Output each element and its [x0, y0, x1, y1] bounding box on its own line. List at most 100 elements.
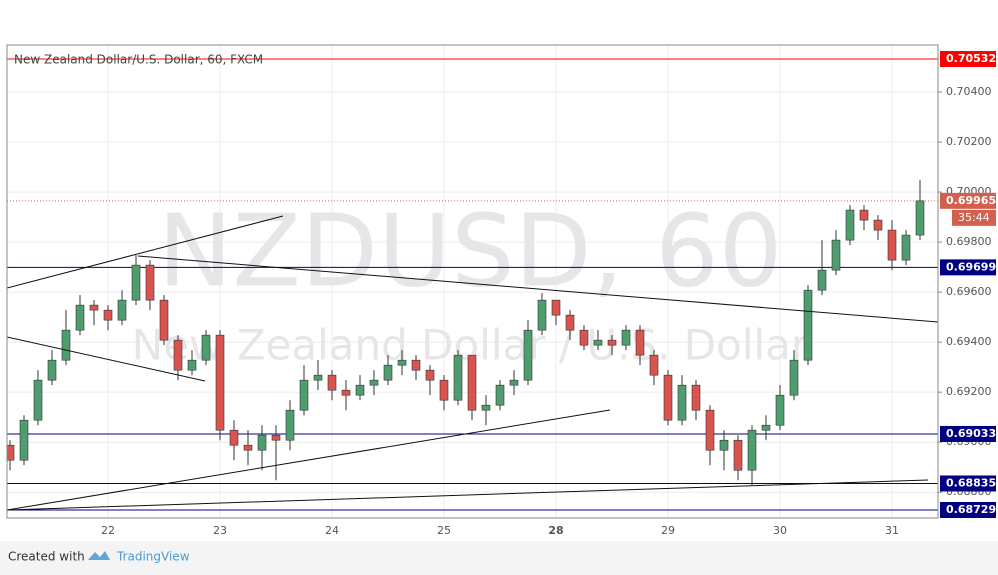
candle-body — [845, 209, 855, 241]
candle-body — [313, 374, 323, 381]
candle-body — [481, 404, 491, 411]
candle-body — [397, 359, 407, 366]
levels — [7, 58, 938, 511]
footer-prefix: Created with — [8, 550, 85, 564]
candle-body — [831, 239, 841, 271]
candle-body — [453, 354, 463, 401]
y-tick-label: 0.70400 — [946, 85, 992, 98]
x-tick-label: 31 — [885, 524, 899, 537]
candle-body — [229, 429, 239, 446]
candle-body — [61, 329, 71, 361]
x-tick-label: 29 — [661, 524, 675, 537]
x-tick-label: 24 — [325, 524, 339, 537]
price-label-box — [940, 192, 996, 209]
candle-body — [901, 234, 911, 261]
candle-body — [103, 309, 113, 321]
price-label: 0.69965 — [946, 194, 996, 207]
candle-body — [789, 359, 799, 396]
candle-body — [285, 409, 295, 441]
price-label-box — [940, 51, 996, 68]
candle-body — [495, 384, 505, 406]
trend-line — [7, 336, 206, 382]
chart-title: New Zealand Dollar/U.S. Dollar, 60, FXCM — [14, 53, 263, 67]
candle-body — [761, 424, 771, 431]
candle-body — [215, 334, 225, 431]
price-label-box — [940, 425, 996, 442]
candle-body — [747, 429, 757, 471]
candle-body — [551, 299, 561, 316]
candle-body — [565, 314, 575, 331]
candle-body — [341, 389, 351, 396]
trend-line — [7, 215, 284, 289]
candle-body — [187, 359, 197, 371]
candle-body — [677, 384, 687, 421]
candle-body — [621, 329, 631, 346]
candle-body — [467, 354, 477, 411]
candle-body — [439, 379, 449, 401]
footer-brand[interactable]: TradingView — [116, 550, 190, 564]
candle-body — [859, 209, 869, 221]
y-tick-label: 0.69600 — [946, 285, 992, 298]
candle-body — [593, 339, 603, 346]
candle-body — [719, 439, 729, 451]
x-tick-label: 30 — [773, 524, 787, 537]
y-tick-label: 0.70200 — [946, 135, 992, 148]
y-tick-label: 0.69800 — [946, 235, 992, 248]
candle-body — [579, 329, 589, 346]
y-tick-label: 0.69200 — [946, 385, 992, 398]
watermark: NZDUSD, 60 — [158, 192, 783, 309]
candle-body — [89, 304, 99, 311]
candle-body — [425, 369, 435, 381]
x-tick-label: 22 — [101, 524, 115, 537]
candle-body — [537, 299, 547, 331]
price-label: 0.68835 — [946, 476, 996, 489]
grid — [7, 45, 938, 518]
x-tick-label: 28 — [548, 524, 563, 537]
price-label: 0.69699 — [946, 260, 996, 273]
candle-body — [775, 394, 785, 426]
trend-lines — [7, 215, 938, 511]
candle-body — [383, 364, 393, 381]
candle-body — [369, 379, 379, 386]
price-label: 0.69033 — [946, 427, 996, 440]
candle-body — [355, 384, 365, 396]
candle-body — [411, 359, 421, 371]
candle-body — [327, 374, 337, 391]
price-label: 0.68729 — [946, 503, 996, 516]
candle-body — [873, 219, 883, 231]
candle-body — [173, 339, 183, 371]
candle-body — [691, 384, 701, 411]
x-tick-label: 23 — [213, 524, 227, 537]
candle-body — [201, 334, 211, 361]
candle-body — [635, 329, 645, 356]
candle-body — [47, 359, 57, 381]
price-label-box — [940, 259, 996, 276]
candle-body — [271, 434, 281, 441]
candle-body — [915, 200, 925, 236]
tradingview-logo — [88, 551, 110, 560]
candle-body — [509, 379, 519, 386]
candle-body — [803, 289, 813, 361]
candle-body — [299, 379, 309, 411]
candle-body — [663, 374, 673, 421]
candle-body — [705, 409, 715, 451]
countdown-box — [952, 209, 996, 226]
y-tick-label: 0.69400 — [946, 335, 992, 348]
price-label-box — [940, 501, 996, 518]
candle-body — [887, 229, 897, 261]
trend-line — [137, 255, 938, 323]
candle-body — [19, 419, 29, 461]
candle-body — [243, 444, 253, 451]
trend-line — [7, 479, 929, 511]
candle-body — [7, 444, 15, 461]
footer-bar — [0, 541, 998, 575]
candle-body — [145, 264, 155, 301]
candles — [7, 180, 925, 486]
countdown: 35:44 — [958, 211, 990, 224]
price-label: 0.70532 — [946, 52, 996, 65]
candle-body — [257, 434, 267, 451]
axes: 0.688000.690000.692000.694000.696000.698… — [101, 51, 996, 537]
candle-body — [649, 354, 659, 376]
